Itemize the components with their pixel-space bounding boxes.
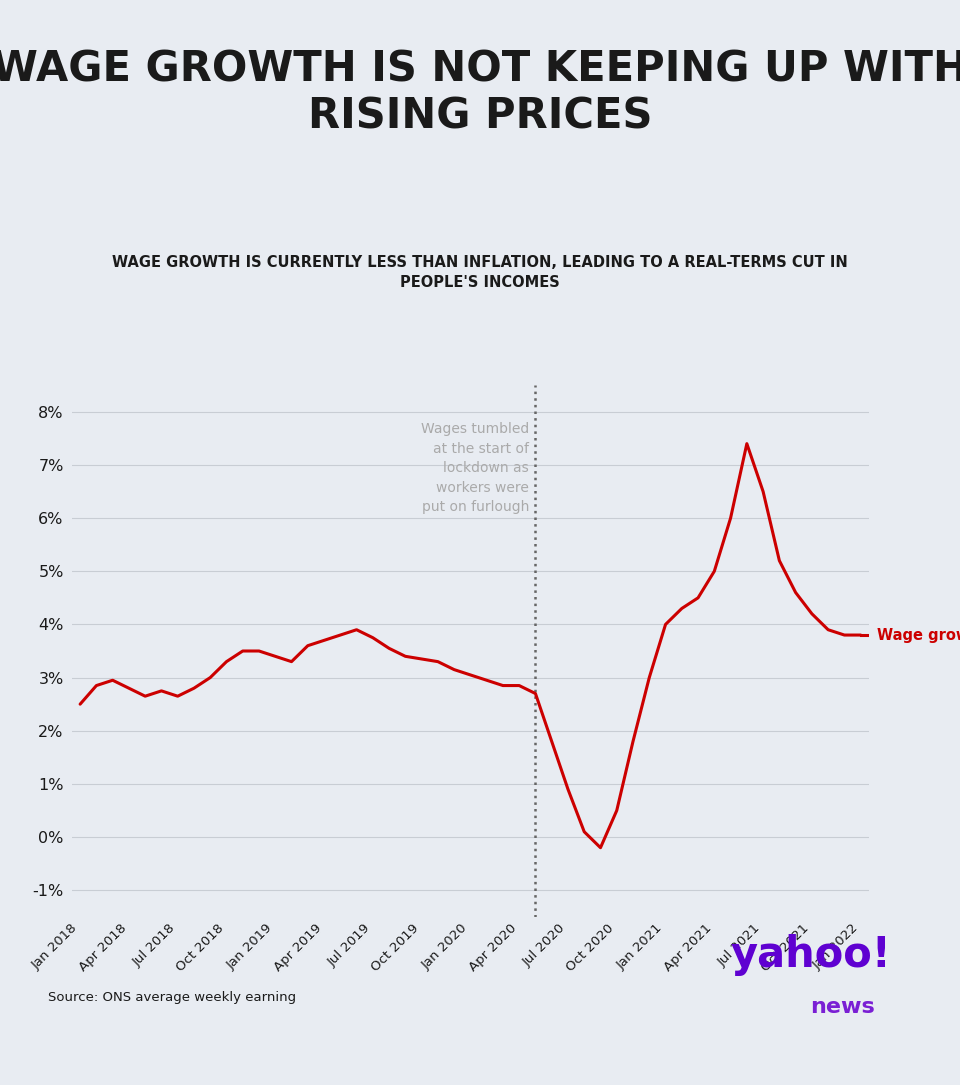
Text: Wages tumbled
at the start of
lockdown as
workers were
put on furlough: Wages tumbled at the start of lockdown a… [420, 422, 529, 514]
Text: yahoo!: yahoo! [731, 934, 892, 976]
Text: news: news [810, 997, 876, 1017]
Text: WAGE GROWTH IS CURRENTLY LESS THAN INFLATION, LEADING TO A REAL-TERMS CUT IN
PEO: WAGE GROWTH IS CURRENTLY LESS THAN INFLA… [112, 255, 848, 290]
Text: Wage growth: Wage growth [876, 627, 960, 642]
Text: WAGE GROWTH IS NOT KEEPING UP WITH
RISING PRICES: WAGE GROWTH IS NOT KEEPING UP WITH RISIN… [0, 49, 960, 138]
Text: Source: ONS average weekly earning: Source: ONS average weekly earning [48, 991, 296, 1004]
